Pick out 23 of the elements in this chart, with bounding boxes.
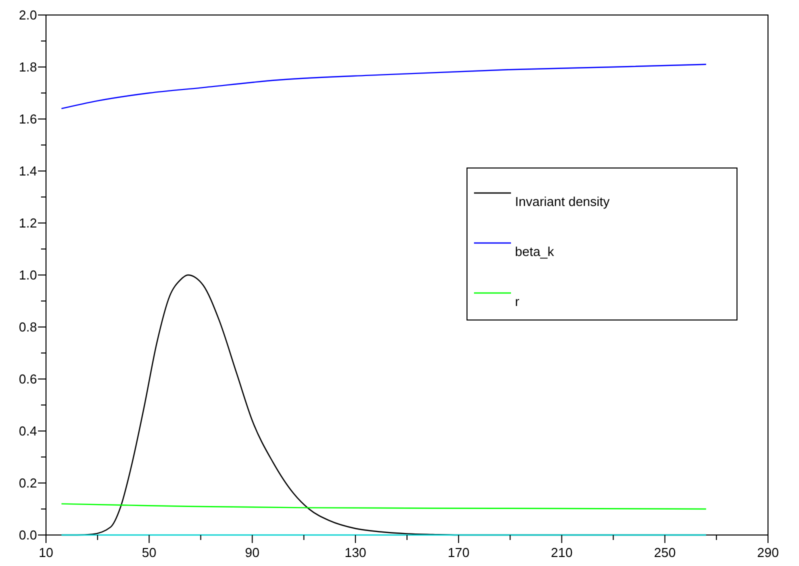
y-tick-label: 0.0 [18, 528, 37, 543]
x-tick-label: 250 [654, 545, 676, 560]
line-series [60, 64, 707, 110]
x-tick-label: 130 [344, 545, 366, 560]
x-tick-label: 170 [448, 545, 470, 560]
x-tick-label: 290 [757, 545, 779, 560]
y-tick-label: 1.0 [18, 268, 37, 283]
x-tick-label: 10 [38, 545, 54, 560]
y-tick-label: 0.4 [18, 424, 37, 439]
y-tick-label: 2.0 [18, 8, 37, 23]
x-tick-label: 210 [550, 545, 573, 560]
legend-label: r [515, 294, 520, 309]
y-tick-label: 1.8 [18, 60, 37, 75]
y-tick-label: 1.4 [18, 164, 37, 179]
x-tick-label: 50 [142, 545, 156, 560]
y-tick-label: 1.2 [18, 216, 37, 231]
legend-label: Invariant density [515, 194, 610, 209]
legend-label: beta_k [515, 244, 555, 259]
y-tick-label: 0.2 [18, 476, 37, 491]
x-tick-label: 90 [245, 545, 260, 560]
y-tick-label: 0.8 [18, 320, 37, 335]
y-tick-label: 0.6 [18, 372, 37, 387]
y-tick-label: 1.6 [18, 112, 37, 127]
